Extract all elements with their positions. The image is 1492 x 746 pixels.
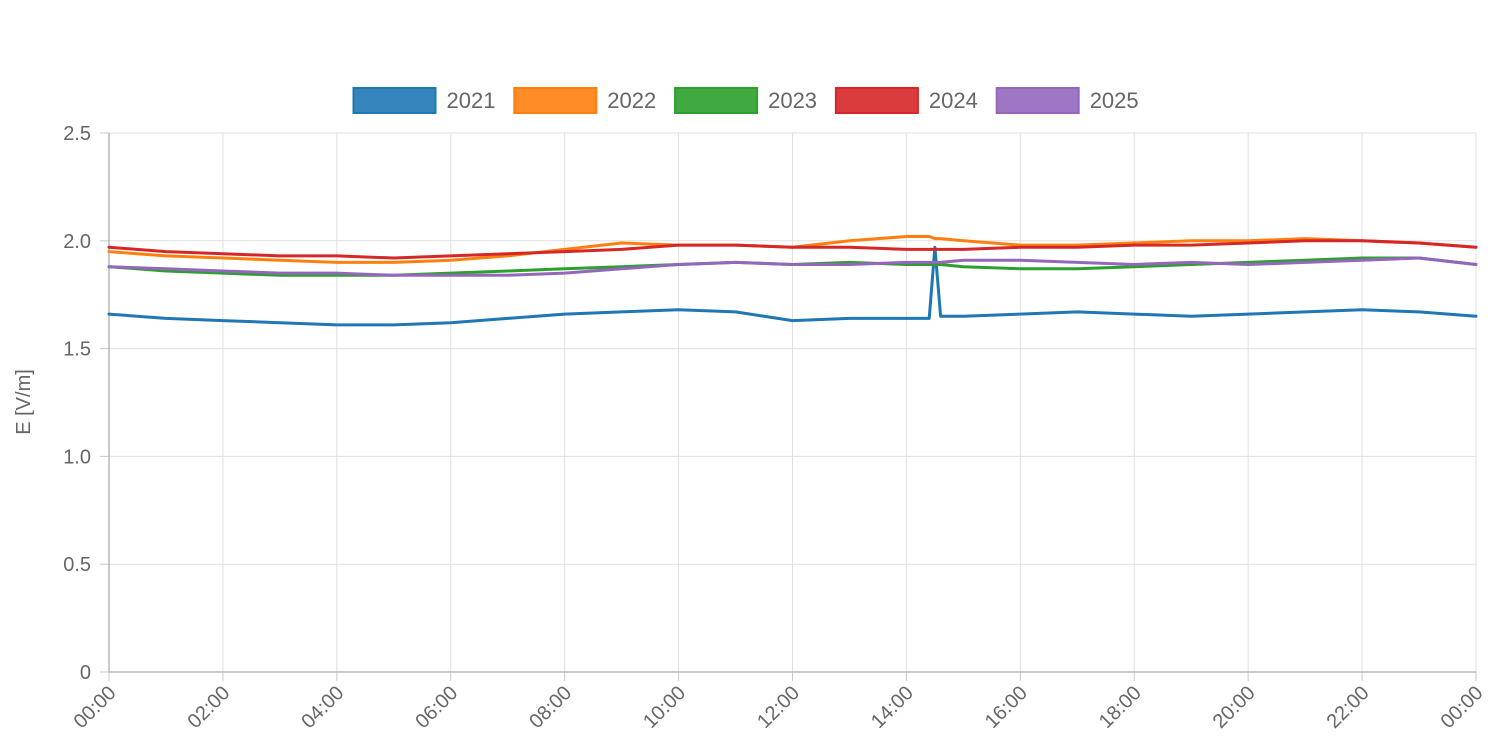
x-tick-label: 12:00 [753,682,804,733]
y-tick-label: 1.5 [63,339,91,361]
x-tick-label: 04:00 [297,682,348,733]
y-tick-label: 0.5 [63,554,91,576]
legend-item-2022[interactable]: 2022 [513,87,656,114]
legend-swatch [674,87,759,114]
series-line-2025 [107,256,1478,277]
x-tick-label: 00:00 [1437,682,1488,733]
series-line-2022 [107,235,1478,264]
legend-swatch [513,87,598,114]
x-tick-label: 20:00 [1209,682,1260,733]
x-tick-label: 08:00 [525,682,576,733]
x-tick-label: 10:00 [639,682,690,733]
legend-label: 2022 [607,88,656,113]
x-tick-label: 14:00 [867,682,918,733]
legend-swatch [834,87,919,114]
grid [108,132,1477,673]
x-tick-label: 06:00 [411,682,462,733]
y-tick-label: 1.0 [63,446,91,468]
y-axis-label: E [V/m] [13,369,35,435]
series-line-2024 [107,239,1478,260]
x-tick-label: 16:00 [981,682,1032,733]
x-tick-label: 02:00 [183,682,234,733]
legend-item-2021[interactable]: 2021 [352,87,496,114]
axes: 0 0.5 1.0 1.5 2.0 2.5 00:00 02:00 04:00 06:00 08:0… [63,123,1487,733]
legend-label: 2021 [447,88,496,113]
legend-label: 2025 [1090,88,1139,113]
legend-label: 2023 [768,88,817,113]
y-tick-label: 0 [80,662,91,684]
y-tick-label: 2.0 [63,231,91,253]
x-tick-label: 22:00 [1323,682,1374,733]
series-lines [107,235,1478,327]
legend-item-2024[interactable]: 2024 [834,87,978,114]
legend-swatch [995,87,1080,114]
y-tick-label: 2.5 [63,123,91,145]
legend[interactable]: 2021 2022 2023 2024 2025 [352,87,1139,114]
legend-item-2025[interactable]: 2025 [995,87,1139,114]
x-tick-label: 18:00 [1095,682,1146,733]
legend-label: 2024 [929,88,978,113]
x-tick-label: 00:00 [70,682,121,733]
legend-item-2023[interactable]: 2023 [674,87,817,114]
series-line-2021 [107,245,1478,327]
legend-swatch [352,87,437,114]
